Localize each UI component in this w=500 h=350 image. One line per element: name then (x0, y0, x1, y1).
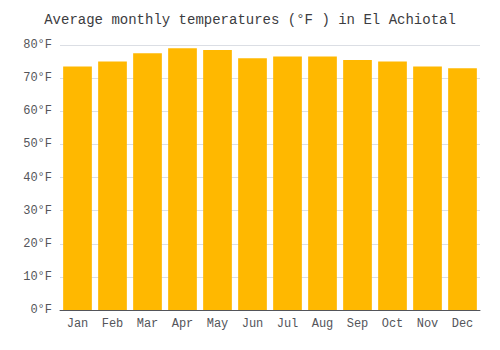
svg-text:20°F: 20°F (23, 237, 52, 251)
svg-text:80°F: 80°F (23, 38, 52, 52)
svg-text:10°F: 10°F (23, 270, 52, 284)
svg-text:30°F: 30°F (23, 204, 52, 218)
svg-text:70°F: 70°F (23, 71, 52, 85)
svg-text:Apr: Apr (172, 317, 194, 331)
svg-text:Aug: Aug (312, 317, 334, 331)
svg-text:Nov: Nov (417, 317, 439, 331)
svg-text:Jul: Jul (277, 317, 299, 331)
svg-text:50°F: 50°F (23, 137, 52, 151)
svg-text:Jan: Jan (67, 317, 89, 331)
svg-text:60°F: 60°F (23, 104, 52, 118)
svg-text:0°F: 0°F (30, 303, 52, 317)
svg-text:Oct: Oct (382, 317, 404, 331)
svg-text:Mar: Mar (137, 317, 159, 331)
svg-text:Dec: Dec (452, 317, 474, 331)
svg-text:May: May (207, 317, 229, 331)
svg-text:40°F: 40°F (23, 171, 52, 185)
svg-text:Average monthly temperatures (: Average monthly temperatures (°F ) in El… (44, 12, 456, 28)
svg-text:Jun: Jun (242, 317, 264, 331)
svg-text:Sep: Sep (347, 317, 369, 331)
svg-text:Feb: Feb (102, 317, 124, 331)
